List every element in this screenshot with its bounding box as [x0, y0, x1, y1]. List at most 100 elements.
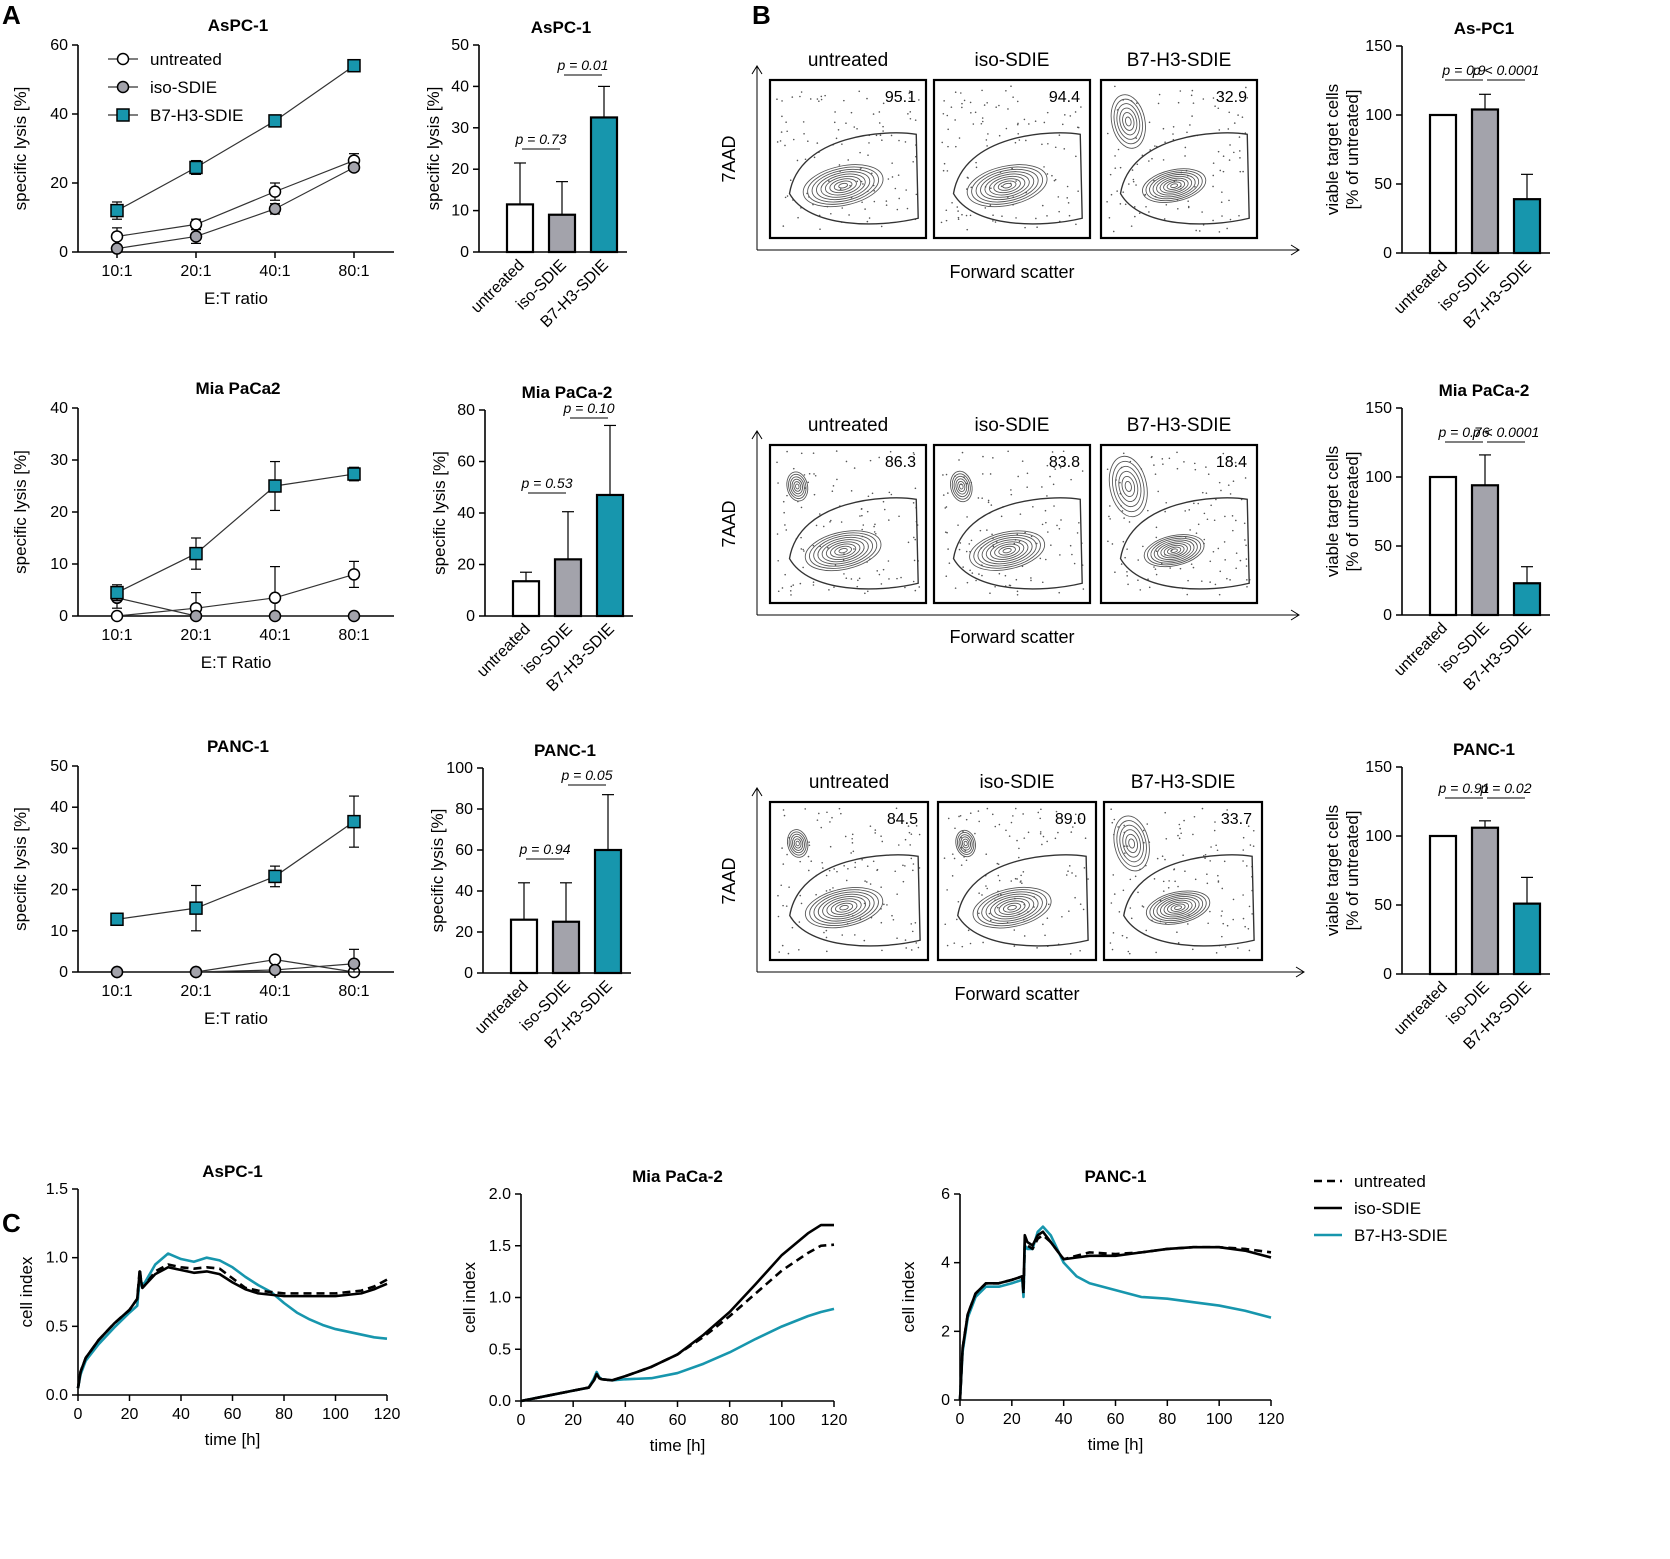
event-dot	[820, 95, 823, 98]
event-dot	[1137, 891, 1139, 894]
event-dot	[1177, 834, 1179, 837]
live-cell-contour	[825, 541, 861, 560]
data-point	[189, 230, 203, 243]
event-dot	[943, 857, 946, 859]
event-dot	[863, 902, 866, 905]
gate-outline	[952, 497, 1083, 590]
dead-cell-contour	[786, 471, 809, 502]
live-cell-contour	[1143, 534, 1205, 568]
xtick-label: 10:1	[101, 983, 132, 1000]
series-iso-sdie	[110, 161, 361, 255]
event-dot	[898, 139, 900, 142]
event-dot	[958, 137, 961, 139]
event-dot	[1015, 578, 1018, 581]
event-dot	[1190, 563, 1193, 565]
xtick-label: 60	[1107, 1411, 1125, 1428]
event-dot	[1128, 183, 1130, 185]
dead-cell-contour	[1119, 107, 1138, 136]
event-dot	[784, 524, 786, 526]
event-dot	[1217, 874, 1219, 877]
live-cell-contour	[1160, 543, 1188, 559]
event-dot	[1217, 150, 1220, 153]
event-dot	[1007, 108, 1009, 110]
live-cell-contour	[1163, 899, 1193, 916]
p-value-label: p = 0.9	[1441, 62, 1485, 78]
dead-cell-contour	[957, 480, 966, 492]
event-dot	[1148, 160, 1150, 162]
event-dot	[1222, 155, 1225, 157]
event-dot	[1242, 170, 1244, 173]
event-dot	[1212, 550, 1215, 553]
bar-ytick-label: 0	[1383, 245, 1392, 262]
event-dot	[830, 212, 832, 215]
event-dot	[1041, 486, 1043, 488]
legend-label: iso-SDIE	[150, 78, 217, 97]
event-dot	[854, 861, 857, 864]
event-dot	[829, 821, 831, 823]
event-dot	[860, 508, 863, 510]
flow-plot-b7-h3-sdie: B7-H3-SDIE 32.9	[1099, 50, 1259, 240]
event-dot	[1036, 226, 1038, 229]
event-dot	[1164, 858, 1166, 861]
event-dot	[816, 98, 819, 100]
data-point	[347, 58, 361, 73]
event-dot	[867, 495, 870, 498]
event-dot	[1036, 947, 1038, 949]
y-axis-title-unit: [% of untreated]	[1343, 810, 1362, 930]
event-dot	[984, 207, 987, 209]
flow-plot-frame	[1099, 78, 1259, 240]
event-dot	[1241, 116, 1244, 118]
event-dot	[1237, 947, 1239, 949]
event-dot	[841, 207, 844, 209]
event-dot	[945, 209, 948, 212]
event-dot	[1043, 166, 1045, 168]
event-dot	[1184, 870, 1186, 872]
ts-ytick-label: 0.0	[489, 1393, 511, 1410]
gate-outline	[788, 132, 919, 225]
event-dot	[1058, 134, 1061, 136]
event-dot	[1197, 502, 1200, 505]
bar-chart-aspc-1: AsPC-101020304050untreatediso-SDIEB7-H3-…	[424, 18, 627, 331]
event-dot	[776, 98, 778, 100]
event-dot	[1224, 515, 1226, 518]
live-cell-contour	[977, 534, 1037, 567]
bar-untreated	[505, 203, 535, 254]
data-point	[268, 114, 282, 128]
event-dot	[965, 550, 968, 553]
bar-untreated	[1428, 834, 1458, 976]
event-dot	[981, 117, 984, 119]
event-dot	[918, 99, 920, 101]
event-dot	[1051, 451, 1054, 453]
data-point	[268, 609, 282, 623]
bar-ytick-label: 40	[451, 78, 469, 95]
event-dot	[956, 206, 959, 208]
event-dot	[1204, 857, 1206, 860]
event-dot	[1150, 456, 1153, 459]
event-dot	[1045, 521, 1047, 524]
event-dot	[918, 586, 921, 588]
live-cell-contour	[1160, 897, 1197, 918]
event-dot	[1231, 515, 1234, 517]
condition-label: untreated	[808, 415, 888, 436]
ts-ytick-label: 1.5	[489, 1238, 511, 1255]
xtick-label: 20:1	[180, 627, 211, 644]
event-dot	[1204, 853, 1207, 856]
event-dot	[887, 560, 890, 562]
event-dot	[1184, 155, 1186, 157]
event-dot	[908, 831, 911, 834]
event-dot	[891, 162, 893, 164]
event-dot	[1071, 826, 1074, 828]
event-dot	[1187, 579, 1189, 582]
event-dot	[1228, 111, 1231, 114]
event-dot	[1076, 532, 1079, 534]
data-point	[189, 546, 203, 561]
event-dot	[868, 142, 870, 144]
xtick-label: 20	[121, 1406, 139, 1423]
live-cell-contour	[807, 166, 880, 205]
event-dot	[907, 541, 910, 544]
y-axis-title: viable target cells	[1323, 805, 1342, 936]
event-dot	[1059, 554, 1061, 556]
gated-population	[788, 132, 919, 225]
event-dot	[892, 918, 895, 921]
live-cell-contour	[833, 180, 853, 191]
